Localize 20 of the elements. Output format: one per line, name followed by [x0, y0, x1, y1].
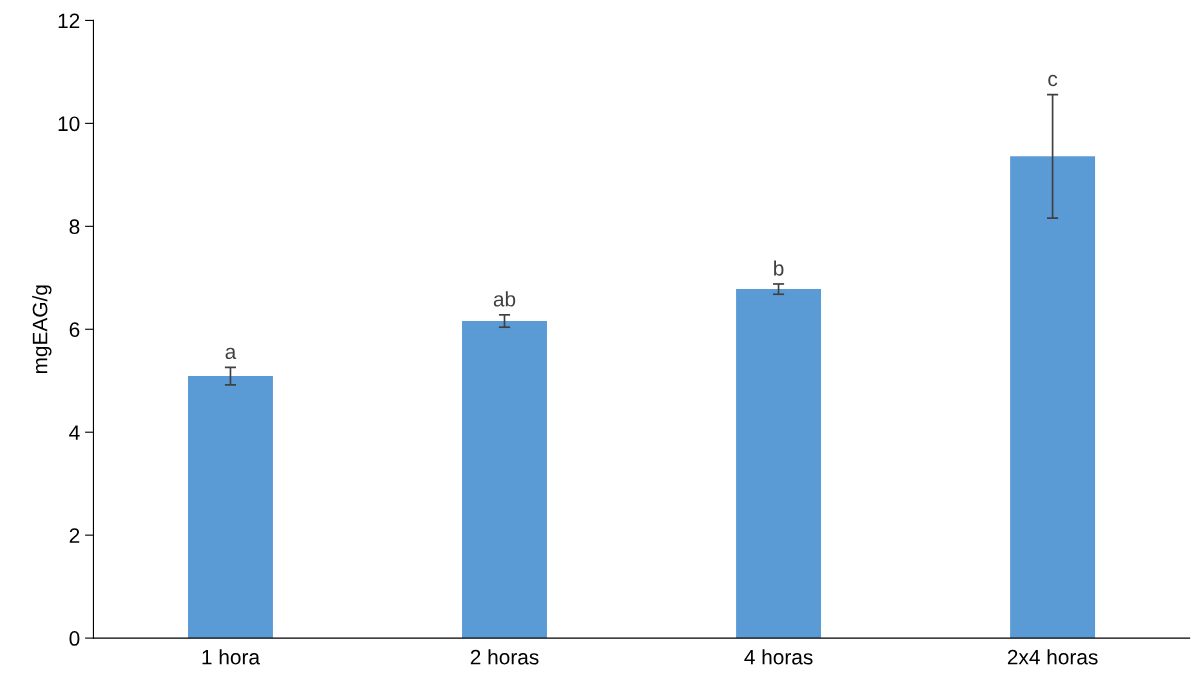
y-tick-label: 0: [69, 631, 80, 646]
y-tick-label: 8: [69, 219, 80, 235]
bar: [736, 289, 822, 639]
y-tick-label: 10: [58, 116, 80, 132]
annotation: a: [225, 347, 237, 360]
y-tick-label: 6: [69, 322, 80, 338]
bar: [462, 321, 547, 639]
x-tick-label: 1 hora: [202, 649, 260, 665]
x-tick-label: 4 horas: [744, 649, 813, 665]
y-tick-label: 12: [58, 13, 80, 28]
bar: [187, 376, 273, 639]
y-axis-title: mgEAG/g: [32, 285, 52, 374]
x-tick-label: 2x4 horas: [1007, 649, 1098, 665]
y-tick-label: 2: [69, 528, 80, 543]
bar: [1010, 156, 1096, 639]
annotation: c: [1048, 74, 1058, 87]
annotation: b: [774, 260, 784, 276]
y-tick-label: 4: [69, 425, 80, 440]
x-tick-label: 2 horas: [470, 649, 539, 665]
annotation: ab: [493, 291, 516, 307]
